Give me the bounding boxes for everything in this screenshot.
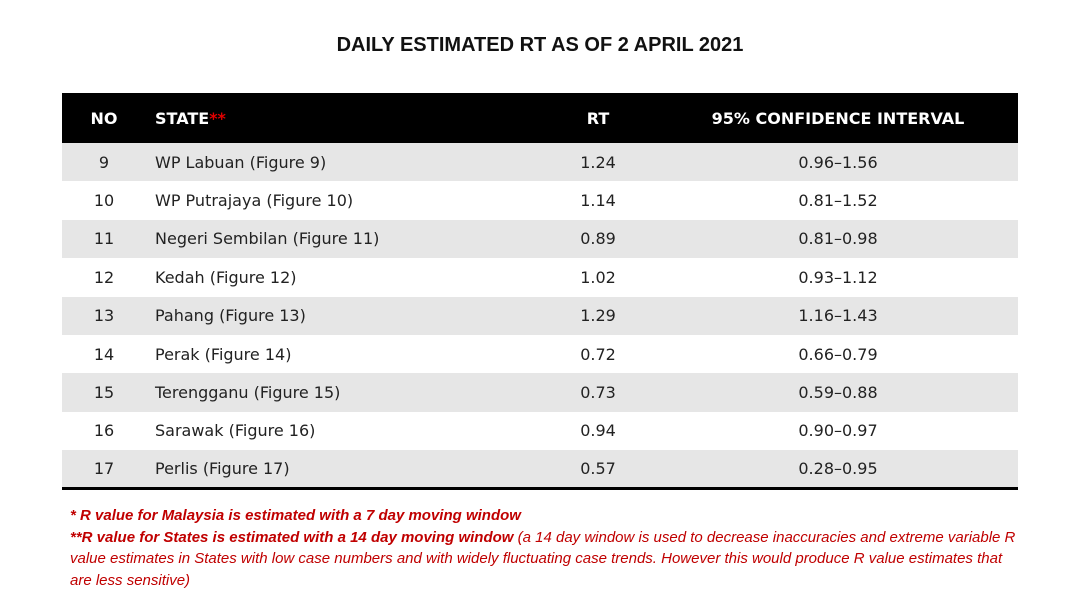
cell-ci: 0.93–1.12 bbox=[798, 267, 878, 287]
table-header: NO STATE** RT 95% CONFIDENCE INTERVAL bbox=[62, 93, 1018, 143]
cell-ci: 0.66–0.79 bbox=[798, 344, 878, 364]
cell-ci: 0.28–0.95 bbox=[798, 459, 878, 479]
cell-state: Perlis (Figure 17) bbox=[155, 459, 290, 479]
cell-rt: 1.24 bbox=[580, 152, 616, 172]
cell-ci: 0.81–1.52 bbox=[798, 191, 878, 211]
cell-state: Terengganu (Figure 15) bbox=[155, 383, 341, 403]
cell-rt: 0.89 bbox=[580, 229, 616, 249]
cell-state: Sarawak (Figure 16) bbox=[155, 421, 316, 441]
header-no: NO bbox=[90, 108, 118, 128]
table-row: 11 Negeri Sembilan (Figure 11) 0.89 0.81–0.… bbox=[62, 219, 1018, 259]
table-row: 9 WP Labuan (Figure 9) 1.24 0.96–1.56 bbox=[62, 143, 1018, 182]
footnote-1: * R value for Malaysia is estimated with… bbox=[70, 507, 521, 524]
header-state-label: STATE bbox=[155, 108, 210, 128]
table-row: 16 Sarawak (Figure 16) 0.94 0.90–0.97 bbox=[62, 412, 1018, 450]
cell-no: 10 bbox=[93, 191, 115, 211]
cell-no: 9 bbox=[98, 152, 110, 172]
table-row: 14 Perak (Figure 14) 0.72 0.66–0.79 bbox=[62, 335, 1018, 373]
cell-no: 17 bbox=[93, 459, 115, 479]
cell-no: 12 bbox=[93, 267, 115, 287]
cell-ci: 0.59–0.88 bbox=[798, 383, 878, 403]
table-row: 17 Perlis (Figure 17) 0.57 0.28–0.95 bbox=[62, 450, 1018, 489]
cell-state: Pahang (Figure 13) bbox=[155, 306, 306, 326]
cell-state: WP Labuan (Figure 9) bbox=[155, 152, 327, 172]
cell-rt: 0.73 bbox=[580, 383, 616, 403]
cell-rt: 0.72 bbox=[580, 344, 616, 364]
cell-no: 11 bbox=[93, 229, 115, 249]
cell-rt: 0.57 bbox=[580, 459, 616, 479]
cell-rt: 1.29 bbox=[580, 306, 616, 326]
header-ci: 95% CONFIDENCE INTERVAL bbox=[711, 108, 965, 128]
header-rt: RT bbox=[586, 108, 610, 128]
header-state-marker: ** bbox=[209, 108, 226, 128]
table-row: 13 Pahang (Figure 13) 1.29 1.16–1.43 bbox=[62, 296, 1018, 335]
footnote-2-detail: (a 14 day window is used to decrease ina… bbox=[70, 528, 1016, 589]
cell-state: Perak (Figure 14) bbox=[155, 344, 292, 364]
cell-no: 15 bbox=[93, 383, 115, 403]
cell-ci: 0.96–1.56 bbox=[798, 152, 878, 172]
footnote-2-bold: **R value for States is estimated with a… bbox=[70, 528, 514, 546]
cell-ci: 0.90–0.97 bbox=[798, 421, 878, 441]
page-title: DAILY ESTIMATED RT AS OF 2 APRIL 2021 bbox=[336, 34, 744, 56]
rt-table: NO STATE** RT 95% CONFIDENCE INTERVAL 9 W… bbox=[62, 93, 1018, 490]
cell-ci: 1.16–1.43 bbox=[798, 306, 878, 326]
cell-state: Negeri Sembilan (Figure 11) bbox=[155, 229, 380, 249]
footnote-2: **R value for States is estimated with a… bbox=[70, 527, 1020, 592]
cell-rt: 1.02 bbox=[580, 267, 616, 287]
table-row: 15 Terengganu (Figure 15) 0.73 0.59–0.88 bbox=[62, 373, 1018, 412]
cell-no: 14 bbox=[93, 344, 115, 364]
cell-rt: 0.94 bbox=[580, 421, 616, 441]
table-row: 10 WP Putrajaya (Figure 10) 1.14 0.81–1.52 bbox=[62, 181, 1018, 219]
table-row: 12 Kedah (Figure 12) 1.02 0.93–1.12 bbox=[62, 258, 1018, 296]
cell-no: 16 bbox=[93, 421, 115, 441]
cell-state: WP Putrajaya (Figure 10) bbox=[155, 191, 354, 211]
cell-rt: 1.14 bbox=[580, 191, 616, 211]
cell-ci: 0.81–0.98 bbox=[798, 229, 878, 249]
cell-state: Kedah (Figure 12) bbox=[155, 267, 297, 287]
cell-no: 13 bbox=[93, 306, 115, 326]
footnotes: * R value for Malaysia is estimated with… bbox=[70, 505, 1020, 591]
header-state: STATE** bbox=[146, 93, 538, 143]
